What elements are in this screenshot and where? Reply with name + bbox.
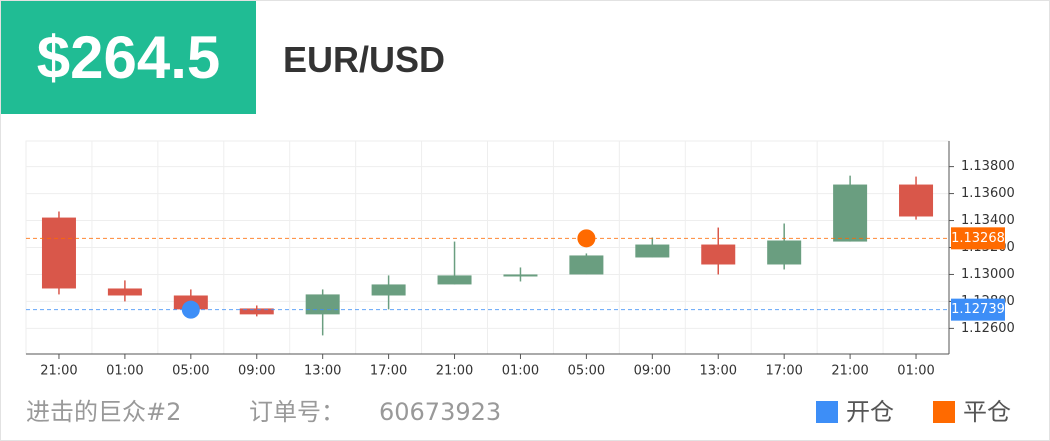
legend-swatch (933, 401, 955, 423)
candle-body (305, 294, 340, 315)
account-name: 进击的巨众#2 (26, 398, 181, 426)
price-label: 1.13268 (951, 231, 1005, 246)
candle-body (635, 244, 670, 258)
x-tick-label: 01:00 (106, 364, 143, 379)
candle-body (701, 244, 736, 265)
trade-marker (181, 300, 200, 319)
price-label-box (951, 298, 1005, 321)
x-tick-label: 21:00 (436, 364, 473, 379)
candle-body (767, 240, 802, 265)
legend-label: 平仓 (963, 398, 1011, 426)
legend-label: 开仓 (846, 398, 894, 426)
x-tick-label: 01:00 (897, 364, 934, 379)
candle-body (41, 217, 76, 289)
x-tick-label: 13:00 (700, 364, 737, 379)
candle-body (833, 184, 868, 242)
y-tick-label: 1.13800 (961, 159, 1015, 174)
x-tick-label: 09:00 (634, 364, 671, 379)
candle-body (899, 184, 934, 217)
price-label: 1.12739 (951, 302, 1005, 317)
x-tick-label: 21:00 (40, 364, 77, 379)
symbol: EUR/USD (283, 39, 446, 80)
x-tick-label: 21:00 (831, 364, 868, 379)
y-tick-label: 1.13600 (961, 186, 1015, 201)
y-tick-label: 1.13000 (961, 267, 1015, 282)
x-tick-label: 05:00 (172, 364, 209, 379)
profit-badge: $264.5 (1, 1, 256, 114)
candle-body (239, 308, 274, 315)
y-tick-label: 1.12600 (961, 321, 1015, 336)
x-tick-label: 17:00 (765, 364, 802, 379)
x-tick-label: 05:00 (568, 364, 605, 379)
x-tick-label: 17:00 (370, 364, 407, 379)
x-tick-label: 13:00 (304, 364, 341, 379)
candle-body (503, 274, 538, 277)
y-tick-label: 1.13400 (961, 213, 1015, 228)
candle-body (371, 284, 406, 296)
price-label-box (951, 227, 1005, 250)
order-number: 60673923 (379, 398, 501, 426)
x-tick-label: 09:00 (238, 364, 275, 379)
candle-body (437, 275, 472, 285)
candle-body (107, 288, 142, 296)
candle-body (569, 255, 604, 275)
x-tick-label: 01:00 (502, 364, 539, 379)
legend-swatch (816, 401, 838, 423)
trade-marker (577, 229, 596, 248)
order-label: 订单号： (249, 398, 345, 426)
